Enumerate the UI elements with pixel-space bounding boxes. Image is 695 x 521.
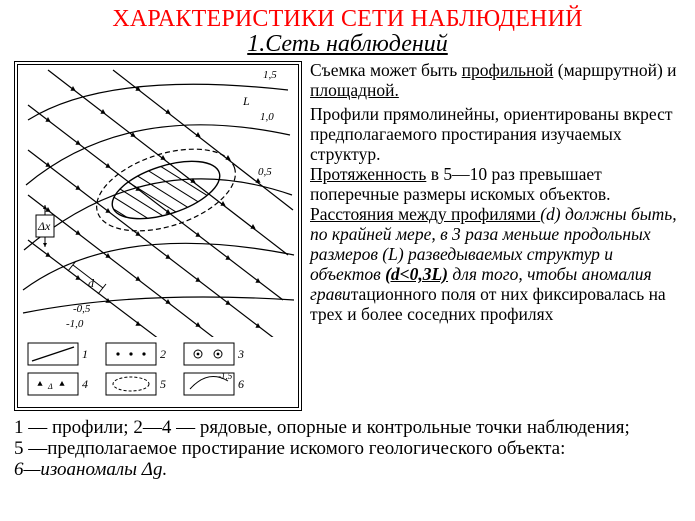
figure-caption: 1 — профили; 2—4 — рядовые, опорные и ко… <box>14 417 681 481</box>
p3-i1: (d) <box>540 204 560 224</box>
svg-text:2: 2 <box>160 347 166 361</box>
svg-text:5: 5 <box>160 377 166 391</box>
figure-legend: 1 2 3 Δ 4 5 -1,5 6 <box>22 337 294 403</box>
svg-text:6: 6 <box>238 377 244 391</box>
p3-bi-u: (d<0,3L) <box>385 264 448 284</box>
svg-text:0,5: 0,5 <box>258 166 272 178</box>
paragraph-profiles: Профили прямолинейны, ориентированы вкре… <box>310 105 677 324</box>
caption-line2a: 5 —предполагаемое простирание искомого г… <box>14 438 565 459</box>
paragraph-survey-types: Съемка может быть профильной (маршрутной… <box>310 61 677 101</box>
caption-line2b: 6—изоаномалы Δg. <box>14 459 167 480</box>
p3-u1: Расстояния между профилями <box>310 204 540 224</box>
svg-text:1,5: 1,5 <box>263 69 277 81</box>
survey-network-figure: 1,5 1,0 0,5 -0,5 -1,0 <box>14 61 302 411</box>
p1-u1: профильной <box>462 60 554 80</box>
svg-text:-1,0: -1,0 <box>66 318 84 330</box>
page-subtitle: 1.Сеть наблюдений <box>14 32 681 57</box>
text-column: Съемка может быть профильной (маршрутной… <box>310 61 681 411</box>
slide: ХАРАКТЕРИСТИКИ СЕТИ НАБЛЮДЕНИЙ 1.Сеть на… <box>0 0 695 521</box>
svg-text:L: L <box>242 94 250 108</box>
svg-text:-0,5: -0,5 <box>73 303 91 315</box>
svg-text:3: 3 <box>237 347 244 361</box>
svg-text:Δx: Δx <box>37 219 51 233</box>
svg-text:Δ: Δ <box>47 382 53 391</box>
p1-mid: (маршрутной) и <box>553 60 676 80</box>
p2a: Профили прямолинейны, ориентированы вкре… <box>310 104 672 164</box>
p1-u2: площадной. <box>310 80 399 100</box>
svg-text:-1,5: -1,5 <box>218 371 233 381</box>
survey-network-svg: 1,5 1,0 0,5 -0,5 -1,0 <box>18 65 298 407</box>
p1-pre: Съемка может быть <box>310 60 462 80</box>
p3-rest: тационного поля от них фиксировалась на … <box>310 284 666 324</box>
caption-line1: 1 — профили; 2—4 — рядовые, опорные и ко… <box>14 417 630 438</box>
svg-text:1,0: 1,0 <box>260 111 274 123</box>
content-row: 1,5 1,0 0,5 -0,5 -1,0 <box>14 61 681 411</box>
svg-text:4: 4 <box>82 377 88 391</box>
svg-text:d: d <box>88 276 95 290</box>
page-title: ХАРАКТЕРИСТИКИ СЕТИ НАБЛЮДЕНИЙ <box>14 6 681 32</box>
figure-column: 1,5 1,0 0,5 -0,5 -1,0 <box>14 61 302 411</box>
p2b-u: Протяженность <box>310 164 426 184</box>
svg-text:1: 1 <box>82 347 88 361</box>
